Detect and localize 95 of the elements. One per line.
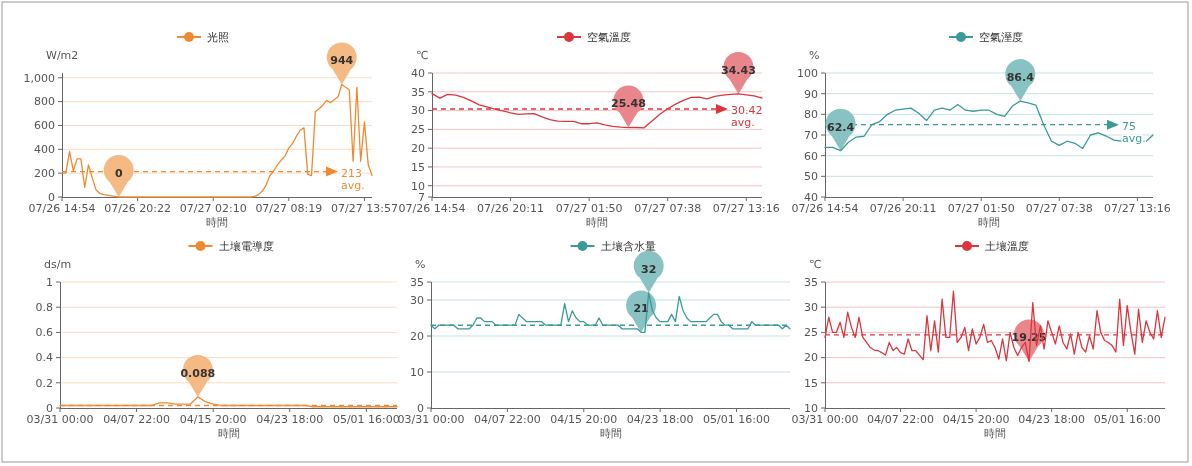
y-tick-label: 20 bbox=[804, 351, 818, 365]
y-tick-label: 0 bbox=[48, 190, 55, 204]
x-tick-label: 04/23 18:00 bbox=[1018, 413, 1086, 426]
ref-line-label: 30.42 avg. bbox=[731, 104, 763, 129]
x-axis-title: 時間 bbox=[984, 427, 1006, 440]
y-tick-label: 0 bbox=[46, 401, 53, 415]
y-axis-title: % bbox=[809, 49, 820, 62]
y-tick-label: 400 bbox=[34, 143, 55, 157]
y-tick-label: 30 bbox=[804, 301, 818, 315]
annotation: 62.4 bbox=[827, 120, 855, 134]
x-tick-label: 04/07 22:00 bbox=[473, 413, 541, 426]
y-axis-title: W/m2 bbox=[46, 49, 79, 62]
y-tick-label: 20 bbox=[410, 329, 424, 343]
x-tick-label: 04/23 18:00 bbox=[256, 413, 324, 426]
y-tick-label: 1,000 bbox=[23, 71, 55, 85]
y-tick-label: 0.6 bbox=[35, 326, 53, 340]
y-axis-title: ℃ bbox=[416, 49, 429, 62]
y-tick-label: 40 bbox=[411, 66, 425, 80]
y-tick-label: 0.2 bbox=[35, 376, 53, 390]
y-tick-label: 200 bbox=[34, 167, 55, 180]
y-tick-label: 0 bbox=[417, 401, 424, 415]
x-tick-label: 07/27 13:16 bbox=[712, 202, 780, 215]
x-axis-title: 時間 bbox=[586, 216, 608, 229]
annotation: 32 bbox=[641, 262, 657, 276]
x-axis-title: 時間 bbox=[217, 427, 240, 440]
y-tick-label: 40 bbox=[804, 190, 818, 204]
x-tick-label: 03/31 00:00 bbox=[791, 413, 859, 426]
x-tick-label: 07/27 01:50 bbox=[555, 202, 623, 215]
legend-label: 土壤溫度 bbox=[985, 239, 1029, 253]
x-tick-label: 07/26 14:54 bbox=[791, 202, 859, 215]
x-tick-label: 07/27 01:50 bbox=[947, 202, 1015, 215]
x-tick-label: 07/27 07:38 bbox=[634, 202, 702, 215]
x-tick-label: 03/31 00:00 bbox=[26, 413, 94, 426]
x-tick-label: 04/15 20:00 bbox=[942, 413, 1010, 426]
y-tick-label: 35 bbox=[804, 275, 818, 289]
y-axis-title: ds/m bbox=[44, 258, 72, 271]
x-tick-label: 07/27 13:16 bbox=[1103, 202, 1171, 215]
y-tick-label: 7 bbox=[418, 190, 425, 204]
x-tick-label: 03/31 00:00 bbox=[397, 413, 465, 426]
ref-line-label: 213 avg. bbox=[341, 166, 365, 192]
legend-label: 空氣溫度 bbox=[587, 30, 631, 44]
legend-label: 空氣溼度 bbox=[979, 30, 1023, 44]
legend-label: 土壤含水量 bbox=[600, 239, 656, 253]
y-tick-label: 25 bbox=[411, 123, 425, 137]
y-tick-label: 30 bbox=[410, 293, 424, 307]
x-tick-label: 04/15 20:00 bbox=[550, 413, 618, 426]
x-tick-label: 04/07 22:00 bbox=[867, 413, 935, 426]
y-tick-label: 100 bbox=[797, 66, 818, 80]
x-tick-label: 07/26 20:11 bbox=[869, 202, 937, 215]
annotation: 0 bbox=[114, 166, 123, 180]
x-tick-label: 07/27 13:57 bbox=[330, 202, 398, 215]
x-axis-title: 時間 bbox=[599, 427, 622, 440]
annotation: 86.4 bbox=[1006, 70, 1035, 84]
y-tick-label: 600 bbox=[34, 119, 55, 133]
x-tick-label: 07/27 07:38 bbox=[1025, 202, 1093, 215]
y-tick-label: 30 bbox=[411, 104, 425, 118]
y-tick-label: 10 bbox=[804, 401, 818, 415]
y-tick-label: 60 bbox=[804, 149, 818, 163]
y-axis-title: ℃ bbox=[809, 258, 822, 271]
y-tick-label: 50 bbox=[804, 170, 818, 184]
x-tick-label: 07/26 14:54 bbox=[28, 202, 96, 215]
y-tick-label: 0.4 bbox=[35, 351, 53, 365]
x-axis-title: 時間 bbox=[206, 216, 228, 229]
annotation: 21 bbox=[633, 302, 649, 316]
y-tick-label: 20 bbox=[411, 142, 425, 155]
y-tick-label: 0.8 bbox=[35, 301, 53, 315]
y-tick-label: 1 bbox=[46, 275, 53, 289]
y-tick-label: 90 bbox=[804, 87, 818, 101]
y-tick-label: 10 bbox=[410, 365, 424, 379]
y-tick-label: 800 bbox=[34, 95, 55, 109]
y-tick-label: 15 bbox=[411, 160, 425, 174]
annotation: 944 bbox=[330, 54, 354, 68]
y-axis-title: % bbox=[415, 258, 426, 271]
legend-label: 土壤電導度 bbox=[218, 239, 274, 253]
y-tick-label: 35 bbox=[410, 275, 424, 289]
x-tick-label: 07/26 20:11 bbox=[477, 202, 545, 215]
x-tick-label: 07/26 20:22 bbox=[104, 202, 172, 215]
y-tick-label: 70 bbox=[804, 128, 818, 142]
y-tick-label: 15 bbox=[804, 376, 818, 390]
y-tick-label: 10 bbox=[411, 179, 425, 193]
x-tick-label: 07/27 08:19 bbox=[255, 202, 323, 215]
x-tick-label: 04/15 20:00 bbox=[179, 413, 247, 426]
x-tick-label: 04/23 18:00 bbox=[626, 413, 694, 426]
y-tick-label: 25 bbox=[804, 326, 818, 340]
x-tick-label: 05/01 16:00 bbox=[332, 413, 400, 426]
annotation: 34.43 bbox=[721, 63, 756, 77]
x-tick-label: 07/26 14:54 bbox=[398, 202, 466, 215]
x-axis-title: 時間 bbox=[978, 216, 1000, 229]
x-tick-label: 05/01 16:00 bbox=[1093, 413, 1161, 426]
x-tick-label: 05/01 16:00 bbox=[703, 413, 770, 426]
y-tick-label: 80 bbox=[804, 108, 818, 122]
y-tick-label: 35 bbox=[411, 85, 425, 99]
x-tick-label: 07/27 02:10 bbox=[179, 202, 247, 215]
legend-label: 光照 bbox=[207, 30, 229, 44]
x-tick-label: 04/07 22:00 bbox=[103, 413, 171, 426]
